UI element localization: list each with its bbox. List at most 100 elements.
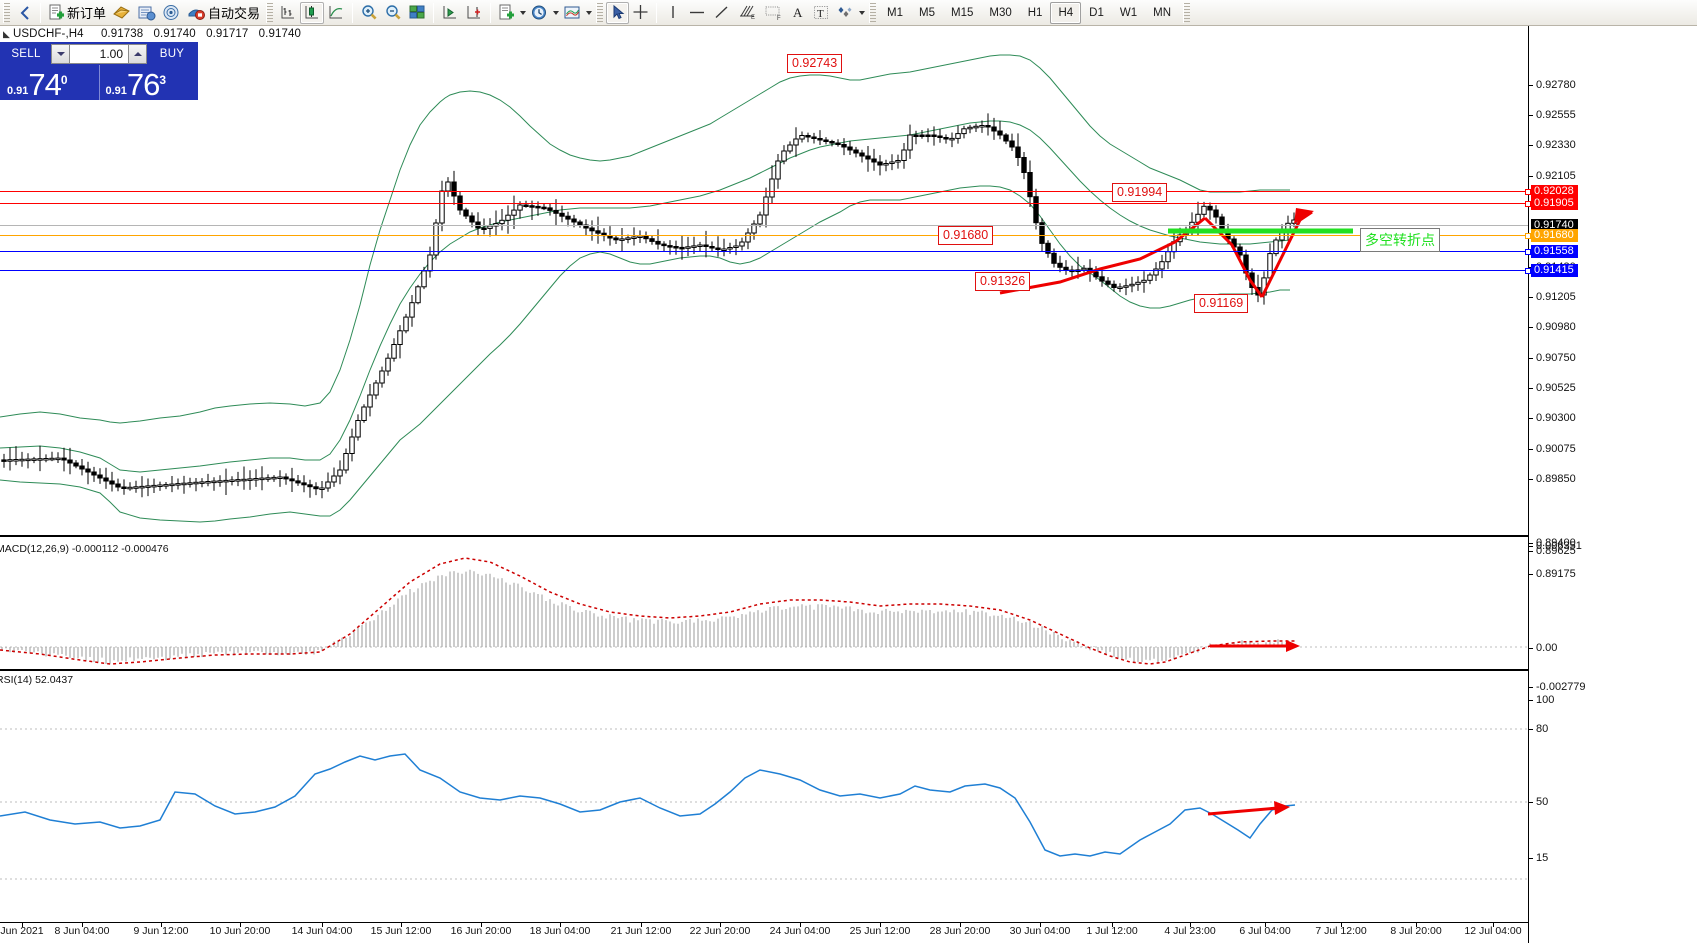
price-chart-pane[interactable] — [0, 40, 1528, 536]
price-line-0.91740[interactable] — [0, 225, 1528, 226]
symbol-open: 0.91738 — [100, 28, 144, 40]
price-tick: 0.92555 — [1529, 109, 1576, 121]
vertical-line-icon[interactable] — [661, 2, 684, 24]
time-tick-mark — [720, 923, 721, 927]
zoom-out-icon[interactable] — [381, 2, 405, 24]
new-order-button[interactable]: 新订单 — [45, 2, 109, 24]
price-line-handle[interactable] — [1525, 268, 1531, 274]
price-line-0.92028[interactable] — [0, 189, 1531, 195]
price-callout-0.91326[interactable]: 0.91326 — [975, 272, 1031, 291]
price-chart-canvas — [0, 54, 1353, 523]
macd-pane[interactable] — [0, 542, 1528, 670]
sell-button[interactable]: SELL — [11, 48, 41, 60]
toolbar-grip-5[interactable] — [1183, 2, 1190, 23]
text-label-icon[interactable]: T — [809, 2, 833, 24]
symbol-bar-arrow-icon: ◣ — [3, 29, 10, 39]
fibonacci-icon[interactable]: E — [734, 2, 760, 24]
volume-input[interactable]: 1.00 — [70, 44, 128, 64]
toolbar-separator-2 — [352, 2, 354, 23]
bar-chart-icon[interactable] — [276, 2, 300, 24]
templates-dropdown-caret[interactable] — [584, 2, 593, 24]
sell-price-cell[interactable]: 0.91 74 0 — [1, 65, 99, 100]
shift-end-icon[interactable] — [438, 2, 462, 24]
toolbar-grip-2[interactable] — [266, 2, 274, 23]
price-line-handle[interactable] — [1525, 249, 1531, 255]
rsi-pane[interactable] — [0, 674, 1528, 922]
price-callout-0.92743[interactable]: 0.92743 — [787, 54, 843, 73]
zoom-in-icon[interactable] — [357, 2, 381, 24]
price-tick: 0.90300 — [1529, 412, 1576, 424]
indicators-icon[interactable] — [495, 2, 518, 24]
price-line-0.91680[interactable] — [0, 233, 1531, 239]
templates-icon[interactable] — [560, 2, 584, 24]
navigator-icon[interactable] — [159, 2, 184, 24]
price-callout-0.91994[interactable]: 0.91994 — [1112, 183, 1168, 202]
price-label-0.92028[interactable]: 0.92028 — [1531, 185, 1578, 198]
objects-dropdown-caret[interactable] — [857, 2, 866, 24]
timeframe-h4[interactable]: H4 — [1050, 1, 1082, 24]
price-line-handle[interactable] — [1525, 201, 1531, 207]
buy-price-cell[interactable]: 0.91 76 3 — [98, 65, 198, 100]
time-tick-label: 25 Jun 12:00 — [849, 925, 911, 937]
one-click-trading-panel[interactable]: SELL 1.00 BUY 0.91 74 0 0.91 76 3 — [0, 42, 198, 100]
channels-icon[interactable]: F — [760, 2, 786, 24]
volume-stepper[interactable]: 1.00 — [51, 44, 147, 64]
price-label-0.91905[interactable]: 0.91905 — [1531, 197, 1578, 210]
timeframe-h1[interactable]: H1 — [1027, 6, 1043, 19]
timeframe-m1[interactable]: M1 — [887, 6, 904, 19]
toolbar-grip-3[interactable] — [596, 2, 604, 23]
periods-dropdown-caret[interactable] — [551, 2, 560, 24]
toolbar-grip-4[interactable] — [869, 2, 877, 23]
auto-trading-button[interactable]: 自动交易 — [184, 2, 263, 24]
price-line-0.91905[interactable] — [0, 201, 1531, 207]
volume-increase-button[interactable] — [128, 44, 147, 64]
price-line-0.91415[interactable] — [0, 268, 1531, 274]
price-line-handle[interactable] — [1525, 233, 1531, 239]
cursor-icon[interactable] — [606, 1, 630, 24]
time-tick-label: Jun 2021 — [0, 925, 44, 937]
timeframe-m5[interactable]: M5 — [919, 6, 935, 19]
price-label-0.91740[interactable]: 0.91740 — [1531, 219, 1578, 232]
back-arrow-icon[interactable] — [13, 2, 36, 24]
time-tick-mark — [161, 923, 162, 927]
data-window-icon[interactable] — [134, 2, 159, 24]
trendline-icon[interactable] — [710, 2, 734, 24]
time-axis[interactable]: Jun 2021 8 Jun 04:00 9 Jun 12:00 10 Jun 20:… — [0, 923, 1528, 943]
line-chart-icon[interactable] — [324, 2, 348, 24]
rsi-tick: 50 — [1529, 796, 1548, 808]
indicators-dropdown-caret[interactable] — [518, 2, 527, 24]
timeframe-m30[interactable]: M30 — [989, 6, 1012, 19]
rsi-indicator-label: RSI(14) 52.0437 — [0, 674, 74, 686]
toolbar-grip-1[interactable] — [3, 2, 10, 23]
price-label-0.91415[interactable]: 0.91415 — [1531, 264, 1578, 277]
text-icon[interactable]: A — [786, 2, 809, 24]
objects-icon[interactable] — [833, 2, 857, 24]
timeframe-d1[interactable]: D1 — [1089, 6, 1104, 19]
macd-canvas — [0, 557, 1528, 665]
volume-decrease-button[interactable] — [51, 44, 70, 64]
svg-text:F: F — [777, 16, 781, 21]
time-tick-mark — [1265, 923, 1266, 927]
auto-scroll-icon[interactable] — [462, 2, 486, 24]
timeframe-mn[interactable]: MN — [1153, 6, 1171, 19]
time-tick-mark — [1341, 923, 1342, 927]
macd-indicator-label: MACD(12,26,9) -0.000112 -0.000476 — [0, 543, 169, 555]
price-label-0.91680[interactable]: 0.91680 — [1531, 229, 1578, 242]
trade-panel-price-row: 0.91 74 0 0.91 76 3 — [1, 65, 197, 100]
price-axis[interactable]: 0.927800.925550.923300.921050.918800.916… — [1528, 26, 1697, 943]
toolbar-separator-5 — [656, 2, 658, 23]
periods-icon[interactable] — [527, 2, 551, 24]
tile-windows-icon[interactable] — [405, 2, 429, 24]
candlestick-chart-icon[interactable] — [300, 1, 325, 24]
price-label-0.91558[interactable]: 0.91558 — [1531, 245, 1578, 258]
buy-button[interactable]: BUY — [159, 48, 185, 60]
price-callout-0.91680[interactable]: 0.91680 — [938, 226, 994, 245]
price-callout-0.91169[interactable]: 0.91169 — [1194, 294, 1249, 313]
timeframe-w1[interactable]: W1 — [1119, 6, 1138, 19]
timeframe-m15[interactable]: M15 — [951, 6, 974, 19]
expert-advisors-icon[interactable] — [109, 2, 134, 24]
price-line-handle[interactable] — [1525, 189, 1531, 195]
horizontal-line-icon[interactable] — [684, 2, 710, 24]
price-line-0.91558[interactable] — [0, 249, 1531, 255]
crosshair-icon[interactable] — [629, 2, 652, 24]
